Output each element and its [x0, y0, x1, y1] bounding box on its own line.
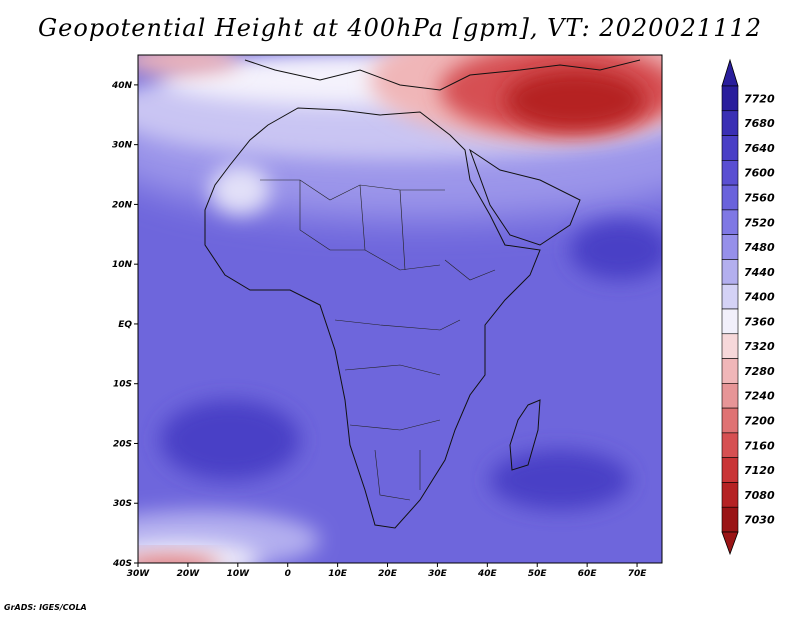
colorbar-label: 7560	[744, 192, 775, 205]
lon-tick-label: 30E	[428, 569, 448, 579]
longitude-axis: 30W 20W 10W 0 10E 20E 30E 40E 50E 60E 70E	[127, 563, 647, 579]
colorbar-label: 7480	[744, 241, 775, 254]
africa-coastline	[204, 107, 541, 529]
lat-tick-label: 10S	[113, 380, 132, 390]
lon-tick-label: 40E	[477, 569, 498, 579]
lon-tick-label: 10E	[328, 569, 348, 579]
lon-tick-label: 20E	[378, 569, 398, 579]
coastlines	[204, 59, 641, 529]
map-title: Geopotential Height at 400hPa [gpm], VT:…	[38, 14, 762, 42]
colorbar-bottom-arrow	[721, 531, 739, 556]
colorbar-label: 7080	[744, 489, 775, 502]
europe-coastline	[244, 59, 641, 91]
lon-tick-label: 50E	[528, 569, 548, 579]
colorbar-label: 7720	[744, 92, 775, 105]
lat-tick-label: 10N	[112, 260, 133, 270]
height-field	[138, 55, 662, 563]
lon-tick-label: 70E	[628, 569, 648, 579]
country-borders	[260, 179, 496, 501]
colorbar-label: 7120	[744, 464, 775, 477]
lon-tick-label: 30W	[127, 569, 151, 579]
colorbar-top-arrow	[721, 58, 739, 87]
lat-tick-label: 30S	[113, 499, 132, 509]
colorbar-swatch	[721, 283, 739, 310]
colorbar-swatch	[721, 383, 739, 409]
colorbar-label: 7360	[744, 315, 775, 328]
colorbar-label: 7280	[744, 365, 775, 378]
lat-tick-label: EQ	[118, 320, 132, 330]
colorbar-swatch	[721, 85, 739, 112]
credit-text: GrADS: IGES/COLA	[4, 603, 87, 612]
colorbar-label: 7640	[744, 142, 775, 155]
colorbar-label: 7440	[744, 266, 775, 279]
lon-tick-label: 10W	[227, 569, 251, 579]
lat-tick-label: 20S	[113, 439, 132, 449]
colorbar-swatch	[721, 407, 739, 434]
lat-tick-label: 40N	[111, 81, 133, 91]
lat-tick-label: 40S	[112, 559, 132, 569]
madagascar-coastline	[509, 399, 541, 471]
colorbar-swatch	[721, 209, 739, 235]
lat-tick-label: 30N	[112, 141, 133, 151]
colorbar-label: 7320	[744, 340, 775, 353]
lon-tick-label: 20W	[177, 569, 201, 579]
colorbar-swatch	[721, 259, 739, 285]
colorbar-label: 7520	[744, 216, 775, 229]
lat-tick-label: 20N	[112, 200, 133, 210]
colorbar-label: 7600	[744, 167, 775, 180]
colorbar-swatch	[721, 358, 739, 384]
plot-frame	[137, 54, 663, 564]
colorbar-label: 7240	[744, 390, 775, 403]
lon-tick-label: 60E	[578, 569, 598, 579]
colorbar-swatch	[721, 432, 739, 458]
colorbar-swatch	[721, 506, 739, 533]
colorbar-swatch	[721, 135, 739, 161]
arabian-peninsula-coastline	[469, 148, 581, 246]
colorbar-swatch	[721, 457, 739, 483]
colorbar-label: 7400	[744, 291, 775, 304]
latitude-axis: 40N 30N 20N 10N EQ 10S 20S 30S 40S	[111, 81, 138, 569]
colorbar-label: 7680	[744, 117, 775, 130]
colorbar-swatch	[721, 333, 739, 359]
colorbar-swatch	[721, 184, 739, 211]
colorbar-swatch	[721, 482, 739, 508]
colorbar-label: 7030	[744, 514, 775, 527]
colorbar: 7720 7680 7640 7600 7560 7520 7480 7440 7400 7360…	[721, 58, 775, 556]
colorbar-label: 7200	[744, 415, 775, 428]
colorbar-label: 7160	[744, 439, 775, 452]
colorbar-swatch	[721, 160, 739, 186]
colorbar-swatch	[721, 110, 739, 136]
lon-tick-label: 0	[285, 569, 291, 579]
colorbar-swatch	[721, 308, 739, 335]
colorbar-swatch	[721, 234, 739, 260]
